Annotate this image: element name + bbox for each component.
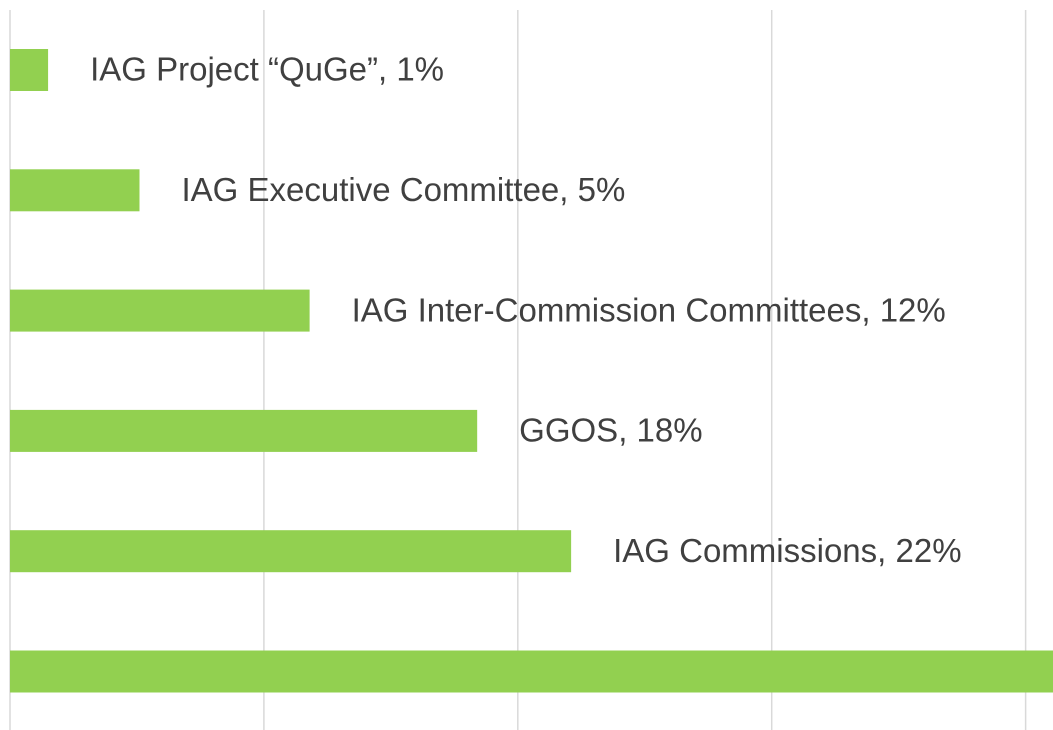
bar <box>10 530 572 573</box>
bar <box>10 650 1053 693</box>
bar <box>10 49 49 91</box>
bar <box>10 409 478 452</box>
bar <box>10 289 310 332</box>
data-label: IAG Commissions, 22% <box>613 532 961 569</box>
data-label: IAG Executive Committee, 5% <box>181 171 625 208</box>
data-label: GGOS, 18% <box>519 412 702 449</box>
data-label: IAG Project “QuGe”, 1% <box>90 51 444 88</box>
bar <box>10 169 140 212</box>
data-label: IAG Inter-Commission Committees, 12% <box>352 291 946 328</box>
